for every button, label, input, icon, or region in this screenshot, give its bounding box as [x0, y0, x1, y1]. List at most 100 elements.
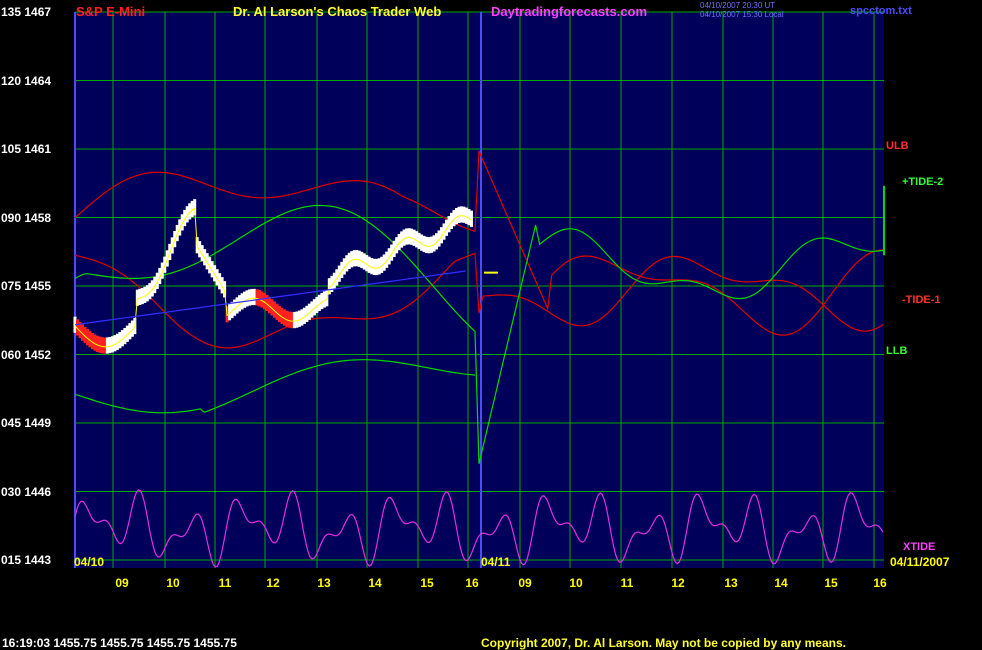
price-bar — [100, 337, 104, 354]
price-bar — [300, 309, 304, 326]
site-link[interactable]: Daytradingforecasts.com — [491, 4, 648, 19]
price-bar — [138, 288, 142, 306]
price-bar — [235, 297, 239, 314]
price-bar — [307, 303, 311, 320]
price-bar — [193, 199, 197, 216]
price-bar — [105, 337, 109, 354]
price-bar — [123, 327, 127, 345]
price-bar — [370, 257, 374, 275]
price-bar — [437, 230, 441, 247]
x-tick-label: 11 — [620, 576, 634, 590]
price-bar — [205, 253, 209, 270]
series-line-xtide — [74, 488, 884, 568]
price-bar — [275, 303, 279, 320]
price-bar — [270, 299, 274, 316]
price-bar — [295, 311, 299, 328]
price-bar — [345, 255, 349, 272]
price-bar — [230, 301, 234, 319]
price-bar — [150, 280, 154, 297]
price-bar — [467, 209, 471, 226]
price-bar — [90, 332, 94, 350]
price-bar — [360, 251, 364, 269]
price-bar — [263, 292, 267, 310]
y-tick-label: 090 1458 — [1, 210, 52, 225]
chart-title: Dr. Al Larson's Chaos Trader Web — [233, 4, 442, 19]
x-tick-label: 12 — [266, 576, 280, 590]
price-bar — [380, 256, 384, 273]
y-tick-label: 135 1467 — [1, 5, 52, 19]
price-bar — [233, 299, 237, 316]
price-bar — [407, 228, 411, 245]
price-bar — [243, 291, 247, 308]
series-label-xtide: XTIDE — [903, 541, 936, 553]
quote-readout: 16:19:03 1455.75 1455.75 1455.75 1455.75 — [2, 636, 237, 650]
price-bar — [302, 307, 306, 324]
price-bar — [228, 304, 232, 321]
date-label-mid: 04/11 — [481, 555, 511, 569]
price-bar — [282, 309, 286, 326]
price-bar — [432, 235, 436, 252]
price-bar — [457, 206, 461, 223]
price-bar — [155, 272, 159, 289]
price-bar — [145, 285, 149, 302]
series-label-tide2: +TIDE-2 — [902, 176, 944, 188]
price-bar — [320, 292, 324, 310]
price-bar — [347, 252, 351, 269]
x-tick-label: 12 — [671, 576, 685, 590]
price-bar — [420, 234, 424, 251]
price-bar — [280, 307, 284, 324]
price-bar — [427, 237, 431, 254]
x-tick-label: 14 — [368, 576, 382, 590]
price-bar — [335, 269, 339, 286]
x-tick-label: 13 — [724, 576, 738, 590]
price-bar — [277, 305, 281, 323]
price-bar — [218, 273, 222, 290]
x-tick-label: 14 — [774, 576, 788, 590]
date-label-start: 04/10 — [74, 555, 105, 569]
price-bar — [250, 288, 254, 306]
price-bar — [95, 335, 99, 352]
price-bar — [188, 203, 192, 220]
price-bar — [315, 296, 319, 314]
price-bar — [382, 254, 386, 271]
price-bar — [357, 250, 361, 267]
price-bar — [110, 336, 114, 353]
price-bar — [198, 241, 202, 258]
price-bar — [143, 286, 147, 303]
price-bar — [459, 206, 463, 223]
price-bar — [125, 325, 129, 342]
price-bar — [258, 290, 262, 307]
timestamp-ut: 04/10/2007 20:30 UT — [700, 1, 776, 10]
price-bar — [185, 206, 189, 223]
price-bar — [78, 321, 82, 339]
price-bar — [285, 310, 289, 327]
price-bar — [267, 296, 271, 314]
price-bar — [440, 227, 444, 244]
price-bar — [442, 223, 446, 240]
price-bar — [352, 250, 356, 267]
price-bar — [113, 335, 117, 352]
moving-average-line — [74, 207, 472, 348]
price-bar — [412, 229, 416, 246]
price-bar — [178, 219, 182, 236]
y-tick-label: 075 1455 — [1, 279, 52, 293]
price-bar — [322, 291, 326, 308]
price-bar — [83, 326, 87, 344]
x-tick-label: 15 — [824, 576, 838, 590]
price-bar — [367, 256, 371, 273]
price-bar — [210, 261, 214, 278]
date-label-end: 04/11/2007 — [890, 555, 950, 569]
price-bar — [452, 210, 456, 227]
series-label-ulb: ULB — [886, 140, 909, 152]
series-line-ulb — [74, 150, 884, 336]
price-bar — [375, 258, 379, 276]
price-bar — [385, 251, 389, 268]
price-bar — [255, 289, 259, 306]
price-bar — [120, 330, 124, 347]
price-bar — [447, 216, 451, 233]
price-bar — [115, 333, 119, 350]
x-tick-label: 13 — [317, 576, 331, 590]
x-tick-label: 09 — [115, 576, 129, 590]
x-tick-label: 10 — [166, 576, 180, 590]
y-tick-label: 030 1446 — [1, 484, 52, 499]
